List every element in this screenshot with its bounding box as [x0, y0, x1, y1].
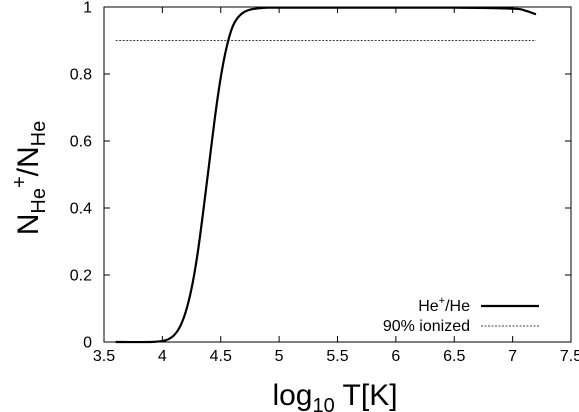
- legend-label-series-1-tail: /He: [445, 298, 470, 315]
- y-tick-label-5: 1: [83, 0, 92, 17]
- y-tick-label-4: 0.8: [70, 67, 92, 84]
- x-tick-label-6: 6.5: [443, 348, 465, 365]
- x-axis-title-tail: T[K]: [335, 379, 398, 412]
- x-tick-label-0: 3.5: [93, 348, 115, 365]
- x-axis-title: log10 T[K]: [272, 379, 397, 412]
- y-tick-label-2: 0.4: [70, 201, 92, 218]
- legend: He+/He 90% ionized: [383, 295, 539, 335]
- x-tick-label-3: 5: [275, 348, 284, 365]
- x-tick-label-2: 4.5: [210, 348, 232, 365]
- x-tick-label-7: 7: [508, 348, 517, 365]
- x-axis-title-sub: 10: [312, 395, 334, 412]
- y-tick-label-1: 0.2: [70, 268, 92, 285]
- y-tick-label-0: 0: [83, 335, 92, 352]
- y-axis-title-sub2: He: [28, 121, 50, 147]
- legend-label-series-2: 90% ionized: [383, 318, 470, 335]
- series-line-1: [115, 6, 537, 344]
- x-tick-label-5: 6: [391, 348, 400, 365]
- x-tick-label-4: 5.5: [326, 348, 348, 365]
- x-tick-label-8: 7.5: [560, 348, 579, 365]
- y-axis-title-sub1: He: [28, 188, 50, 214]
- x-axis-title-base: log: [272, 379, 312, 412]
- legend-label-series-1-sup: +: [439, 295, 445, 307]
- y-axis-title-n1: N: [12, 214, 45, 236]
- plot-frame: [103, 6, 572, 343]
- y-axis-title-slash: /N: [12, 146, 45, 176]
- ticks-layer: 3.5 4 4.5 5 5.5 6 6.5 7 7.5 0 0.2 0.4 0.6 0.8 1: [70, 0, 579, 365]
- y-tick-label-3: 0.6: [70, 134, 92, 151]
- legend-label-series-1-main: He: [418, 298, 439, 315]
- plot-layer: [115, 6, 537, 344]
- legend-label-series-1: He+/He: [418, 295, 470, 315]
- y-axis-title-sup1: +: [9, 176, 31, 188]
- x-tick-label-1: 4: [158, 348, 167, 365]
- y-axis-title: NHe+/NHe: [9, 121, 50, 236]
